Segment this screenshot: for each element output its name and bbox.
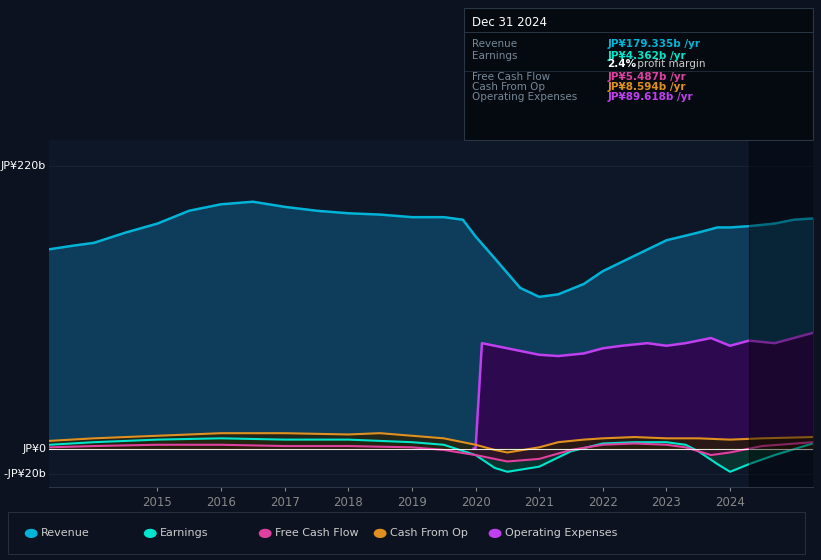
Text: JP¥220b: JP¥220b <box>1 161 46 171</box>
Text: -JP¥20b: -JP¥20b <box>3 469 46 479</box>
Text: profit margin: profit margin <box>634 59 705 69</box>
Text: Free Cash Flow: Free Cash Flow <box>472 72 550 82</box>
Text: Cash From Op: Cash From Op <box>472 82 545 92</box>
Text: JP¥8.594b /yr: JP¥8.594b /yr <box>608 82 686 92</box>
Text: Free Cash Flow: Free Cash Flow <box>275 529 359 538</box>
Bar <box>750 140 813 487</box>
Text: Cash From Op: Cash From Op <box>390 529 468 538</box>
Text: 2.4%: 2.4% <box>608 59 636 69</box>
Text: Operating Expenses: Operating Expenses <box>472 92 577 102</box>
Text: JP¥179.335b /yr: JP¥179.335b /yr <box>608 39 700 49</box>
Text: JP¥89.618b /yr: JP¥89.618b /yr <box>608 92 693 102</box>
Text: Earnings: Earnings <box>472 51 517 61</box>
Text: JP¥0: JP¥0 <box>22 444 46 454</box>
Text: JP¥5.487b /yr: JP¥5.487b /yr <box>608 72 686 82</box>
Text: Earnings: Earnings <box>160 529 209 538</box>
Text: JP¥4.362b /yr: JP¥4.362b /yr <box>608 51 686 61</box>
Text: Revenue: Revenue <box>472 39 517 49</box>
Text: Operating Expenses: Operating Expenses <box>505 529 617 538</box>
Text: Dec 31 2024: Dec 31 2024 <box>472 16 547 29</box>
Text: Revenue: Revenue <box>41 529 89 538</box>
